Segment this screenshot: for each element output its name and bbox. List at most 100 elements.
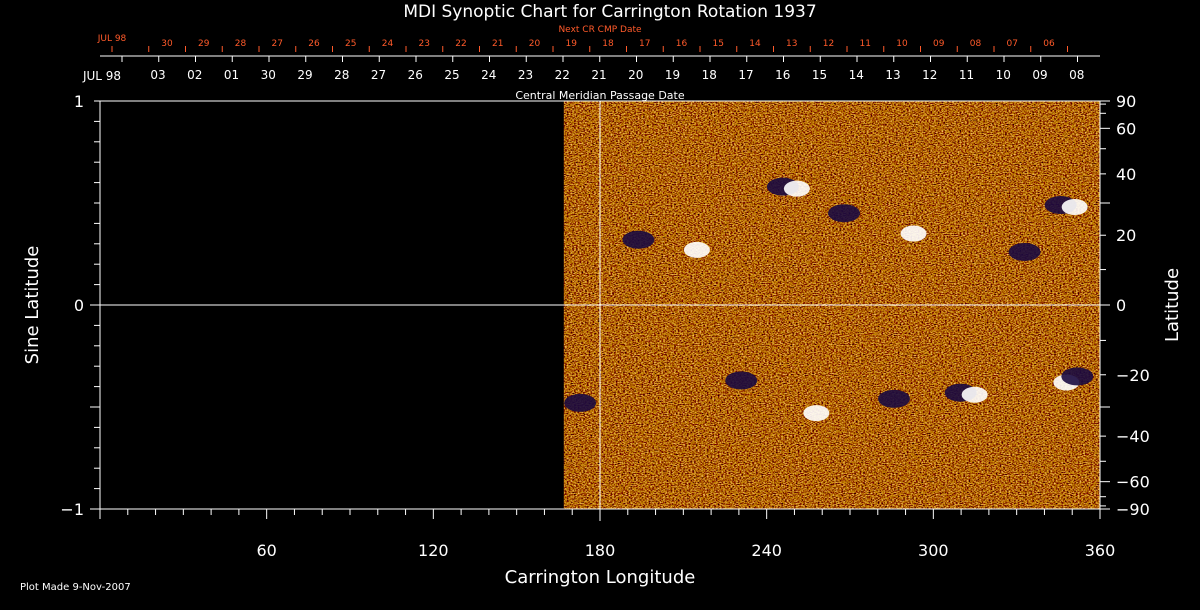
next-cr-date-label: 12 [823,39,834,49]
y-tick-label-right: 60 [1116,119,1136,138]
positive-polarity-patch [783,180,810,197]
active-region [683,241,710,258]
positive-polarity-patch [683,241,710,258]
y-axis-right: 90 60 40 20 0 −20 −40 −60 −90 [1100,92,1150,519]
next-cr-date-label: 08 [970,39,982,49]
next-cr-date-label: 26 [308,39,320,49]
y-axis-label-right: Latitude [1162,268,1183,342]
cmp-date-label: 02 [187,68,202,82]
next-cr-date-label: 09 [933,39,945,49]
x-tick-label: 300 [918,541,949,560]
next-cr-axis: Next CR CMP Date JUL 98 30 29 28 27 26 25 24 23… [97,25,1068,52]
negative-polarity-patch [564,393,597,412]
y-tick-label-right: −60 [1116,473,1150,492]
cmp-date-label: 10 [996,68,1011,82]
next-cr-date-label: 13 [786,39,797,49]
negative-polarity-patch [1008,242,1041,261]
active-region [564,393,597,412]
y-tick-label-right: 90 [1116,92,1136,111]
chart-title: MDI Synoptic Chart for Carrington Rotati… [403,2,816,22]
cmp-date-label: 17 [738,68,753,82]
active-region [900,225,927,242]
cmp-date-label: 12 [922,68,937,82]
y-tick-label-left: 1 [74,92,84,111]
next-cr-date-label: 10 [896,39,908,49]
positive-polarity-patch [1061,199,1088,216]
x-axis-label: Carrington Longitude [505,567,696,588]
next-cr-date-label: 14 [749,39,761,49]
cmp-date-label: 15 [812,68,827,82]
active-region [766,177,810,197]
active-region [944,383,988,403]
next-cr-date-label: 25 [345,39,356,49]
cmp-date-label: 14 [849,68,864,82]
y-tick-label-right: −20 [1116,366,1150,385]
next-cr-date-label: 21 [492,39,503,49]
next-cr-date-label: 28 [235,39,247,49]
next-cr-date-label: 16 [676,39,688,49]
y-axis-label-left: Sine Latitude [22,246,43,365]
negative-polarity-patch [622,230,655,249]
cmp-date-label: 08 [1069,68,1084,82]
cmp-month-label: JUL 98 [82,69,121,83]
y-tick-label-right: 20 [1116,226,1136,245]
y-axis-left: 1 0 −1 [60,92,100,519]
cmp-date-label: 18 [702,68,717,82]
cmp-date-label: 13 [885,68,900,82]
cmp-date-label: 26 [408,68,423,82]
cmp-date-label: 01 [224,68,239,82]
cmp-date-label: 30 [261,68,276,82]
next-cr-date-label: 23 [419,39,430,49]
cmp-date-label: 28 [334,68,349,82]
next-cr-date-label: 19 [566,39,578,49]
cmp-date-label: 20 [628,68,643,82]
next-cr-date-label: 24 [382,39,394,49]
active-region [1044,196,1088,216]
cmp-date-label: 16 [775,68,790,82]
positive-polarity-patch [961,386,988,403]
active-region [828,204,860,223]
y-tick-label-right: 0 [1116,296,1126,315]
next-cr-date-label: 07 [1007,39,1018,49]
next-cr-axis-title: Next CR CMP Date [558,25,642,35]
next-cr-date-label: 22 [455,39,466,49]
y-tick-label-left: −1 [60,500,84,519]
negative-polarity-patch [725,371,758,390]
active-region [803,405,830,422]
cmp-date-label: 11 [959,68,974,82]
cmp-date-label: 29 [297,68,312,82]
positive-polarity-patch [900,225,927,242]
active-region [1008,242,1041,261]
cmp-date-label: 21 [591,68,606,82]
cmp-date-label: 25 [444,68,459,82]
y-tick-label-right: 40 [1116,165,1136,184]
active-region [878,389,910,408]
cmp-date-label: 23 [518,68,533,82]
active-region [622,230,655,249]
next-cr-date-label: 27 [272,39,283,49]
active-region [725,371,758,390]
cmp-axis-title: Central Meridian Passage Date [515,89,684,102]
next-cr-date-label: 29 [198,39,210,49]
next-cr-date-label: 15 [713,39,724,49]
plot-made-footer: Plot Made 9-Nov-2007 [20,582,131,593]
y-tick-label-right: −90 [1116,500,1150,519]
plot-area [99,100,1101,521]
next-cr-date-label: 17 [639,39,650,49]
x-tick-label: 240 [751,541,782,560]
next-cr-month-label: JUL 98 [97,34,127,44]
next-cr-date-label: 18 [602,39,614,49]
x-axis: 60 120 180 240 300 360 [99,509,1116,560]
active-region [1061,367,1094,386]
next-cr-date-label: 20 [529,39,541,49]
cmp-date-label: 09 [1032,68,1047,82]
cmp-date-label: 22 [555,68,570,82]
x-tick-label: 120 [418,541,449,560]
cmp-date-axis: JUL 98 Central Meridian Passage Date 03 0… [82,55,1100,102]
y-tick-label-right: −40 [1116,427,1150,446]
negative-polarity-patch [828,204,860,223]
cmp-date-label: 03 [150,68,165,82]
x-tick-label: 360 [1085,541,1116,560]
next-cr-date-label: 06 [1043,39,1055,49]
